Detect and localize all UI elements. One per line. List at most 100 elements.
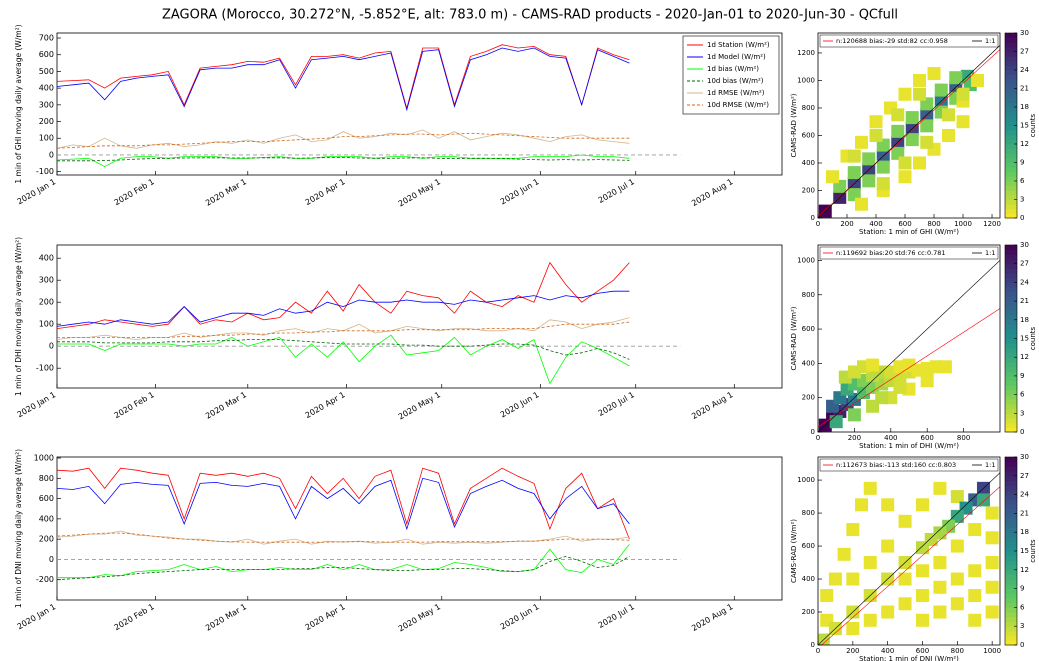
colorbar-tick-label: 21 — [1020, 509, 1029, 517]
colorbar-step — [1005, 427, 1017, 433]
series-line — [57, 334, 630, 385]
colorbar-step — [1005, 102, 1017, 108]
series-line — [57, 261, 630, 329]
colorbar-step — [1005, 475, 1017, 481]
colorbar-step — [1005, 287, 1017, 293]
density-cell — [866, 358, 880, 372]
density-cell — [915, 498, 929, 512]
colorbar-step — [1005, 546, 1017, 552]
colorbar-step — [1005, 403, 1017, 410]
density-cell — [985, 506, 999, 520]
density-cell — [826, 170, 840, 184]
density-cell — [820, 589, 834, 603]
series-line — [57, 555, 630, 581]
x-tick-label: 200 — [848, 434, 861, 442]
density-cell — [938, 360, 952, 374]
colorbar-step — [1005, 408, 1017, 414]
x-tick-label: 2020 May 1 — [397, 390, 442, 421]
colorbar-step — [1005, 616, 1017, 622]
density-cell — [881, 498, 895, 512]
density-cell — [905, 111, 919, 125]
colorbar-step — [1005, 630, 1017, 637]
reference-line — [818, 49, 1000, 217]
colorbar-step — [1005, 389, 1017, 396]
y-tick-label: 800 — [802, 291, 815, 299]
cells — [818, 260, 1000, 432]
colorbar-step — [1005, 527, 1017, 533]
colorbar-step — [1005, 70, 1017, 76]
y-tick-label: 0 — [49, 555, 54, 564]
x-tick-label: 2020 Aug 1 — [690, 390, 734, 421]
density-cell — [855, 197, 869, 211]
density-cell — [847, 149, 861, 163]
legend-label: 1:1 — [985, 37, 995, 45]
colorbar-step — [1005, 37, 1017, 43]
x-tick-label: 2020 Aug 1 — [690, 602, 734, 633]
colorbar-step — [1005, 167, 1017, 173]
density-cell — [933, 580, 947, 594]
colorbar-step — [1005, 93, 1017, 99]
density-cell — [933, 605, 947, 619]
colorbar-step — [1005, 399, 1017, 405]
density-cell — [846, 572, 860, 586]
cells — [818, 45, 1000, 218]
x-tick-label: 2020 May 1 — [397, 602, 442, 633]
reference-line — [818, 472, 1000, 645]
colorbar-step — [1005, 626, 1017, 632]
y-tick-label: 700 — [39, 34, 54, 43]
colorbar-step — [1005, 46, 1017, 52]
y-tick-label: 600 — [39, 50, 54, 59]
colorbar-step — [1005, 518, 1017, 524]
density-cell — [915, 564, 929, 578]
colorbar-step — [1005, 273, 1017, 279]
density-cell — [875, 391, 889, 405]
colorbar-step — [1005, 116, 1017, 122]
series-line — [57, 44, 630, 110]
y-tick-label: 600 — [39, 494, 54, 503]
y-tick-label: 400 — [802, 575, 815, 583]
colorbar-step — [1005, 422, 1017, 428]
density-cell — [913, 73, 927, 87]
legend-box — [819, 246, 999, 260]
colorbar-step — [1005, 457, 1017, 463]
y-tick-label: 0 — [49, 342, 54, 351]
x-tick-label: 2020 Jul 1 — [597, 177, 636, 205]
density-cell — [942, 108, 956, 122]
x-tick-label: 1000 — [983, 647, 1001, 655]
colorbar-step — [1005, 74, 1017, 80]
legend-label: 1:1 — [985, 249, 995, 257]
series-line — [57, 339, 630, 360]
x-tick-label: 2020 Mar 1 — [204, 602, 248, 633]
x-tick-label: 1200 — [983, 220, 1001, 228]
colorbar-step — [1005, 213, 1017, 219]
colorbar-step — [1005, 579, 1017, 585]
colorbar-tick-label: 30 — [1020, 453, 1029, 461]
density-cell — [920, 119, 934, 133]
colorbar-step — [1005, 522, 1017, 528]
colorbar-step — [1005, 125, 1017, 131]
colorbar-tick-label: 27 — [1020, 48, 1029, 56]
y-axis-label: CAMS-RAD (W/m²) — [790, 306, 798, 370]
colorbar-step — [1005, 417, 1017, 424]
legend-box — [819, 34, 999, 48]
colorbar-tick-label: 12 — [1020, 140, 1029, 148]
colorbar-step — [1005, 551, 1017, 557]
colorbar-tick-label: 9 — [1020, 159, 1024, 167]
density-cell — [898, 170, 912, 184]
colorbar-step — [1005, 42, 1017, 48]
colorbar-step — [1005, 598, 1017, 604]
density-cell — [898, 597, 912, 611]
colorbar-step — [1005, 301, 1017, 307]
y-tick-label: 1000 — [34, 454, 54, 463]
x-tick-label: 800 — [927, 220, 940, 228]
colorbar-tick-label: 24 — [1020, 66, 1029, 74]
colorbar-tick-label: 24 — [1020, 491, 1029, 499]
colorbar-step — [1005, 268, 1017, 274]
x-tick-label: 600 — [898, 220, 911, 228]
colorbar-step — [1005, 249, 1017, 255]
colorbar-step — [1005, 621, 1017, 627]
y-tick-label: 400 — [39, 514, 54, 523]
density-cell — [933, 556, 947, 570]
colorbar-step — [1005, 194, 1017, 200]
colorbar-step — [1005, 315, 1017, 321]
